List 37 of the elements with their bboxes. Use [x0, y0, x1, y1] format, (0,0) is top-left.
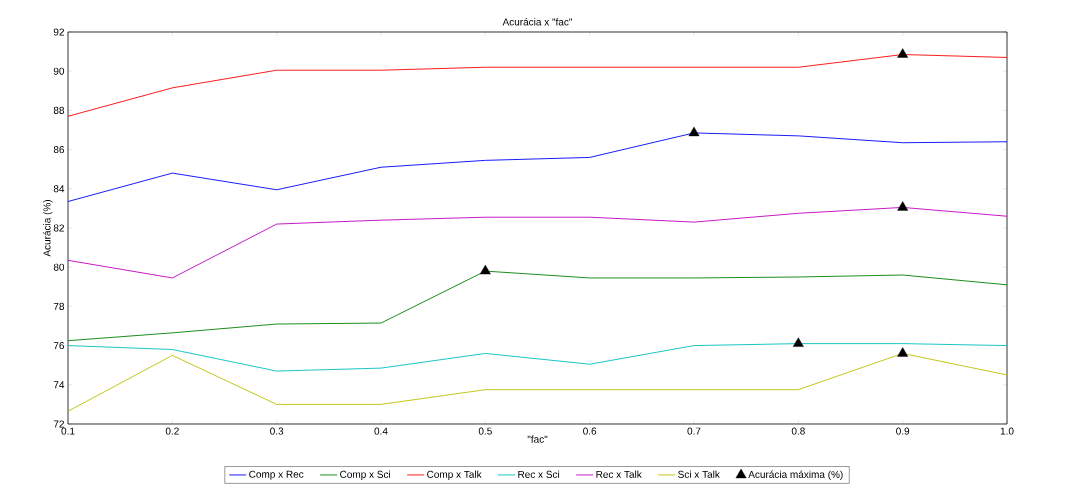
y-tick-label: 72	[53, 420, 64, 428]
legend-label: Comp x Sci	[340, 470, 391, 480]
x-tick-label: 0.2	[165, 427, 179, 435]
legend-label: Comp x Rec	[249, 470, 304, 480]
x-tick-label: 1.0	[1000, 427, 1014, 435]
y-tick-label: 86	[53, 146, 65, 154]
point	[897, 347, 909, 357]
y-axis-title: Acurácia (%)	[43, 200, 53, 257]
x-tick-label: 0.1	[61, 427, 75, 435]
point	[897, 201, 909, 211]
y-tick-label: 90	[53, 67, 65, 75]
y-tick-label: 78	[53, 302, 65, 310]
point	[897, 48, 909, 58]
chart-title: Acurácia x "fac"	[502, 18, 573, 26]
legend-label: Sci x Talk	[678, 470, 720, 478]
y-tick-label: 80	[53, 263, 65, 271]
y-tick-label: 82	[53, 224, 64, 232]
point	[688, 126, 700, 137]
y-tick-label: 88	[53, 106, 65, 114]
x-tick-label: 0.8	[791, 427, 805, 435]
x-tick-label: 0.4	[374, 427, 388, 435]
point	[792, 337, 804, 347]
legend-label: Rec x Sci	[518, 470, 560, 478]
x-tick-label: 0.6	[583, 427, 597, 435]
x-tick-label: 0.3	[270, 427, 284, 435]
legend-label: Comp x Talk	[427, 470, 482, 480]
legend-label: Acurácia máxima (%)	[748, 470, 843, 480]
y-tick-label: 76	[53, 342, 65, 350]
y-tick-label: 92	[53, 28, 64, 36]
y-tick-label: 84	[53, 185, 65, 193]
point	[479, 264, 491, 275]
legend-label: Rec x Talk	[596, 470, 642, 478]
x-axis-title: "fac"	[527, 435, 548, 443]
y-tick-label: 74	[53, 381, 65, 389]
x-tick-label: 0.7	[687, 427, 701, 435]
x-tick-label: 0.5	[478, 427, 492, 435]
x-tick-label: 0.9	[896, 427, 910, 435]
